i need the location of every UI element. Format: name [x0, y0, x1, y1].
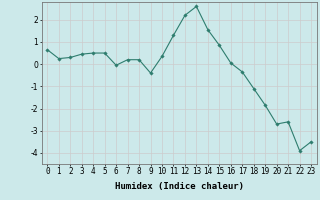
- X-axis label: Humidex (Indice chaleur): Humidex (Indice chaleur): [115, 182, 244, 191]
